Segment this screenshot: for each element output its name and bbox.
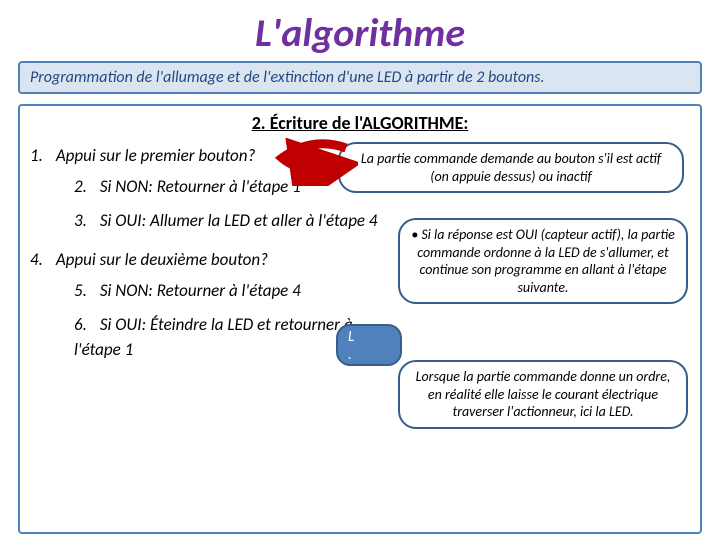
- blue-frag-line2: .: [348, 346, 400, 364]
- callout-text: La partie commande demande au bouton s'i…: [361, 150, 661, 185]
- main-content-box: 2. Écriture de l'ALGORITHME: 1. Appui su…: [18, 104, 702, 534]
- step-number: 5.: [74, 279, 96, 304]
- step-3: 3. Si OUI: Allumer la LED et aller à l'é…: [74, 209, 404, 234]
- step-text: Si OUI: Allumer la LED et aller à l'étap…: [100, 210, 378, 231]
- callout-text: Si la réponse est OUI (capteur actif), l…: [417, 226, 675, 296]
- step-text: Appui sur le premier bouton?: [56, 145, 256, 166]
- curved-arrow-icon: [268, 138, 358, 186]
- section-heading: 2. Écriture de l'ALGORITHME:: [30, 112, 690, 134]
- step-number: 4.: [30, 248, 52, 273]
- blue-fragment: L .: [336, 324, 402, 366]
- step-text: Si OUI: Éteindre la LED et retourner à l…: [74, 314, 353, 360]
- step-text: Si NON: Retourner à l'étape 4: [100, 280, 301, 301]
- callout-order-explain: Lorsque la partie commande donne un ordr…: [398, 360, 688, 429]
- callout-command-asks: La partie commande demande au bouton s'i…: [338, 142, 684, 193]
- step-number: 3.: [74, 209, 96, 234]
- step-number: 2.: [74, 175, 96, 200]
- step-number: 1.: [30, 144, 52, 169]
- callout-bullet: •: [411, 226, 421, 243]
- callout-text: Lorsque la partie commande donne un ordr…: [416, 368, 671, 420]
- page-title: L'algorithme: [0, 0, 720, 61]
- step-text: Appui sur le deuxième bouton?: [56, 249, 268, 270]
- callout-if-yes: • Si la réponse est OUI (capteur actif),…: [398, 218, 688, 304]
- step-6: 6. Si OUI: Éteindre la LED et retourner …: [74, 313, 374, 362]
- subtitle-bar: Programmation de l'allumage et de l'exti…: [18, 61, 702, 94]
- blue-frag-line1: L: [348, 328, 400, 346]
- step-number: 6.: [74, 313, 96, 338]
